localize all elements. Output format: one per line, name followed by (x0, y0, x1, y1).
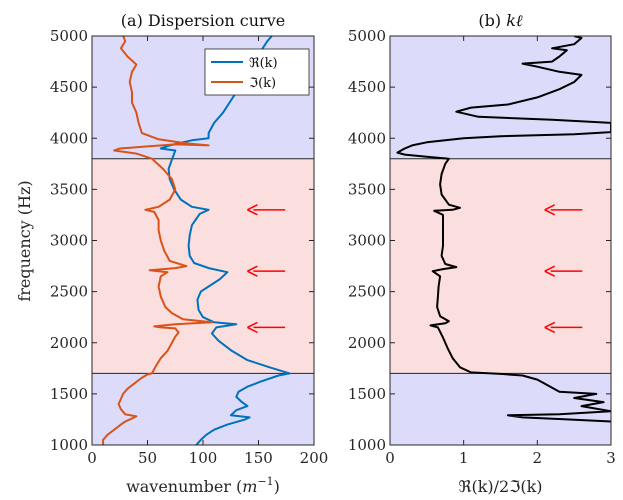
y-tick-label: 5000 (348, 27, 386, 45)
x-tick-label: 0 (385, 449, 395, 467)
y-tick-label: 1000 (348, 436, 386, 454)
panel-a-arrows (247, 204, 286, 334)
y-tick-label: 4000 (50, 129, 88, 147)
y-tick-label: 1000 (50, 436, 88, 454)
legend-entry: ℜ(k) (249, 56, 278, 71)
y-tick-label: 2000 (348, 334, 386, 352)
y-tick-label: 5000 (50, 27, 88, 45)
series-line-kl (396, 36, 611, 423)
panel-b-arrows (544, 204, 583, 334)
panel-a-tick-labels: 0 50 100 150 200 1000 1500 2000 2500 3000 3500 4000… (50, 27, 329, 467)
panel-a-frame (91, 35, 315, 446)
red-arrow (247, 321, 286, 334)
panel-b-kl: 0 1 2 3 1000 1500 2000 2500 3000 3500 4000 4500 5000… (348, 11, 616, 496)
y-tick-label: 1500 (50, 385, 88, 403)
band-1 (390, 158, 611, 374)
series-line-imag (102, 36, 213, 445)
panel-a-xlabel-part-4: ) (274, 477, 280, 496)
panel-b-frame (389, 35, 612, 446)
y-tick-label: 4500 (348, 78, 386, 96)
panel-b-title: (b) kℓ (478, 11, 523, 30)
panel-a-xlabel-part-1: wavenumber ( (126, 477, 242, 496)
red-arrow (544, 321, 583, 334)
panel-a-title: (a) Dispersion curve (121, 11, 285, 30)
panel-b-frequency-bands (390, 36, 611, 445)
y-tick-label: 3500 (50, 180, 88, 198)
x-tick-label: 2 (533, 449, 543, 467)
y-axis-label: frequency (Hz) (15, 180, 34, 301)
red-arrow (544, 204, 583, 216)
y-tick-label: 1500 (348, 385, 386, 403)
panel-b-x-axis-label: ℜ(k)/2ℑ(k) (458, 477, 542, 496)
legend-entry: ℑ(k) (249, 76, 276, 91)
band-2 (390, 36, 611, 159)
series-line-real (159, 36, 291, 445)
y-tick-label: 4000 (348, 129, 386, 147)
x-tick-label: 1 (459, 449, 469, 467)
x-tick-label: 3 (606, 449, 616, 467)
panel-b-series (396, 36, 611, 423)
x-tick-label: 150 (244, 449, 273, 467)
x-tick-label: 50 (138, 449, 157, 467)
y-tick-label: 3500 (348, 180, 386, 198)
y-tick-label: 2500 (348, 283, 386, 301)
panel-a-xlabel-part-2: m (242, 477, 257, 496)
y-tick-label: 4500 (50, 78, 88, 96)
y-tick-label: 2500 (50, 283, 88, 301)
panel-a-frequency-bands (92, 36, 314, 445)
band-0 (92, 373, 314, 445)
band-0 (390, 373, 611, 445)
y-tick-label: 3000 (50, 232, 88, 250)
panel-a-xlabel-part-3: −1 (257, 475, 273, 488)
panel-a-x-axis-label: wavenumber (m−1) (126, 475, 280, 496)
red-arrow (247, 265, 286, 277)
y-tick-label: 3000 (348, 232, 386, 250)
y-tick-label: 2000 (50, 334, 88, 352)
legend-box (204, 48, 310, 96)
red-arrow (247, 204, 286, 216)
red-arrow (544, 265, 583, 277)
panel-b-title-part-1: (b) (478, 11, 506, 30)
x-tick-label: 0 (87, 449, 97, 467)
panel-b-title-part-2: kℓ (506, 11, 523, 30)
x-tick-label: 200 (300, 449, 329, 467)
panel-b-tick-labels: 0 1 2 3 1000 1500 2000 2500 3000 3500 4000 4500 5000 (348, 27, 616, 467)
panel-a-series (102, 36, 291, 445)
x-tick-label: 100 (189, 449, 218, 467)
panel-a-legend: ℜ(k) ℑ(k) (204, 48, 310, 96)
panel-a-dispersion-curve: 0 50 100 150 200 1000 1500 2000 2500 3000 3500 4000… (50, 11, 329, 496)
